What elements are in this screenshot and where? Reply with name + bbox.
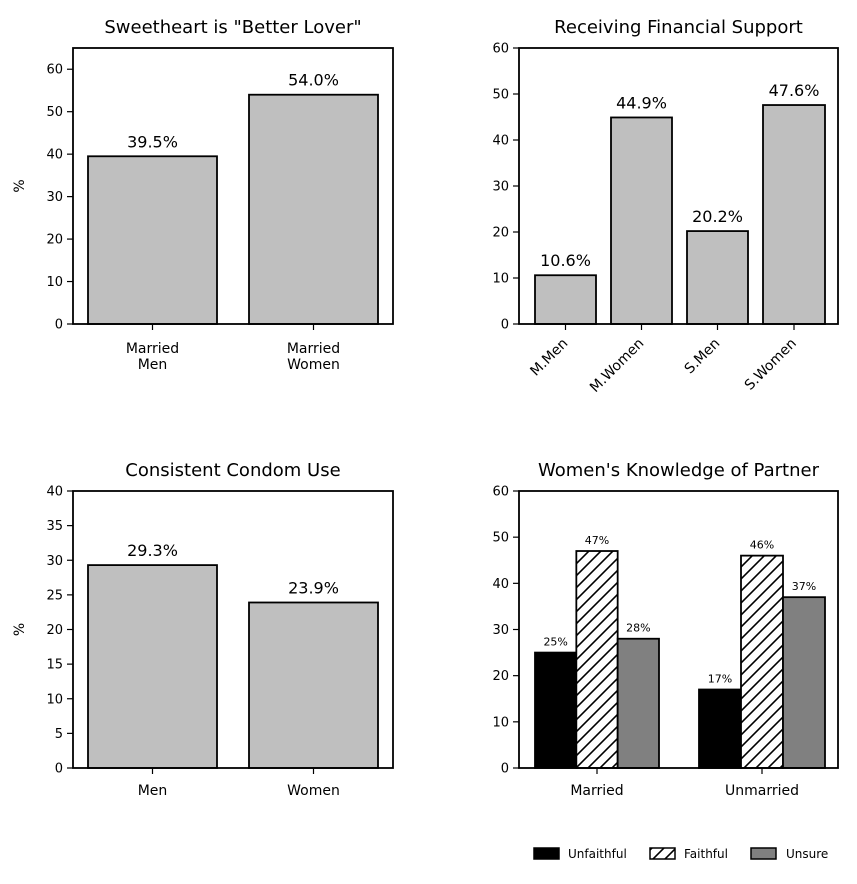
y-tick-label: 30 xyxy=(492,180,509,195)
chart-knowledge: Women's Knowledge of Partner 0 10 20 30 40 50 6… xyxy=(492,460,839,861)
y-tick-label: 60 xyxy=(46,63,63,78)
legend-swatch-faithful xyxy=(649,847,676,860)
x-tick-label: M.Women xyxy=(587,336,647,396)
y-tick-label: 20 xyxy=(46,233,63,248)
y-tick-label: 40 xyxy=(46,148,63,163)
x-tick-label: Women xyxy=(287,783,340,799)
x-tick-label: Married xyxy=(287,341,340,357)
bar-value-label: 10.6% xyxy=(540,251,591,270)
bar-value-label: 25% xyxy=(543,636,567,649)
y-tick-label: 20 xyxy=(46,623,63,638)
bar-faithful-married xyxy=(575,550,619,769)
chart-title: Women's Knowledge of Partner xyxy=(538,460,820,481)
bar-m-women xyxy=(610,116,673,325)
chart-title: Receiving Financial Support xyxy=(554,17,803,38)
legend-swatch-unsure xyxy=(750,847,777,860)
x-tick-label: S.Men xyxy=(682,336,724,378)
bar-unfaithful-unmarried xyxy=(698,688,742,769)
y-tick-label: 10 xyxy=(46,692,63,707)
y-tick-label: 30 xyxy=(46,190,63,205)
x-tick-label: Unmarried xyxy=(725,783,799,799)
y-tick-label: 10 xyxy=(46,275,63,290)
y-tick-label: 60 xyxy=(492,485,509,500)
plot-frame xyxy=(518,490,839,769)
bar-unsure-unmarried xyxy=(782,596,826,769)
chart-title: Consistent Condom Use xyxy=(125,460,340,481)
bar-value-label: 23.9% xyxy=(288,578,339,597)
bar-value-label: 47% xyxy=(585,534,609,547)
y-tick-label: 20 xyxy=(492,669,509,684)
bar-m-men xyxy=(534,274,597,325)
y-axis-label: % xyxy=(12,179,28,192)
y-tick-label: 30 xyxy=(492,623,509,638)
legend-label-faithful: Faithful xyxy=(684,847,728,861)
y-tick-label: 25 xyxy=(46,588,63,603)
x-tick-label: Married xyxy=(570,783,623,799)
x-tick-label: M.Men xyxy=(527,336,571,380)
y-tick-label: 0 xyxy=(55,762,63,777)
chart-condom: Consistent Condom Use 0 5 10 15 20 25 30 35 40% 29… xyxy=(12,460,394,799)
bar-married-men xyxy=(87,155,218,325)
x-tick-label: Men xyxy=(138,357,168,373)
bar-women xyxy=(248,601,379,769)
bar-faithful-unmarried xyxy=(740,554,784,769)
bar-s-women xyxy=(762,104,826,325)
y-tick-label: 20 xyxy=(492,226,509,241)
chart-lover: Sweetheart is "Better Lover" 0 10 20 30 40 50 6… xyxy=(12,17,394,373)
bar-value-label: 47.6% xyxy=(769,81,820,100)
bar-value-label: 28% xyxy=(626,622,650,635)
plot-frame xyxy=(72,47,394,325)
y-tick-label: 10 xyxy=(492,272,509,287)
bar-value-label: 17% xyxy=(708,673,732,686)
plot-frame xyxy=(518,47,839,325)
y-tick-label: 5 xyxy=(55,727,63,742)
bar-married-women xyxy=(248,93,379,325)
y-tick-label: 40 xyxy=(492,134,509,149)
y-tick-label: 0 xyxy=(501,762,509,777)
bar-value-label: 20.2% xyxy=(692,207,743,226)
y-tick-label: 40 xyxy=(46,485,63,500)
x-tick-label: S.Women xyxy=(742,336,800,394)
y-tick-label: 0 xyxy=(55,318,63,333)
bar-value-label: 44.9% xyxy=(616,93,667,112)
y-tick-label: 40 xyxy=(492,577,509,592)
bar-value-label: 37% xyxy=(792,580,816,593)
legend-swatch-unfaithful xyxy=(533,847,560,860)
bar-unfaithful-married xyxy=(534,651,578,769)
y-tick-label: 30 xyxy=(46,554,63,569)
y-tick-label: 50 xyxy=(46,105,63,120)
y-tick-label: 35 xyxy=(46,519,63,534)
bar-value-label: 39.5% xyxy=(127,132,178,151)
y-tick-label: 60 xyxy=(492,42,509,57)
y-tick-label: 0 xyxy=(501,318,509,333)
legend: Unfaithful Faithful Unsure xyxy=(533,847,828,861)
bar-unsure-married xyxy=(616,637,660,769)
y-axis-label: % xyxy=(12,623,28,636)
bar-s-men xyxy=(686,230,749,325)
chart-finance: Receiving Financial Support 0 10 20 30 40 50 60… xyxy=(492,17,839,396)
bar-men xyxy=(87,564,218,769)
legend-label-unsure: Unsure xyxy=(786,847,828,861)
y-tick-label: 15 xyxy=(46,658,63,673)
plot-frame xyxy=(72,490,394,769)
x-tick-label: Women xyxy=(287,357,340,373)
bar-value-label: 29.3% xyxy=(127,541,178,560)
legend-label-unfaithful: Unfaithful xyxy=(568,847,627,861)
bar-value-label: 54.0% xyxy=(288,71,339,90)
x-tick-label: Men xyxy=(138,783,168,799)
chart-title: Sweetheart is "Better Lover" xyxy=(104,17,361,38)
y-tick-label: 50 xyxy=(492,88,509,103)
x-tick-label: Married xyxy=(126,341,179,357)
y-tick-label: 10 xyxy=(492,715,509,730)
bar-value-label: 46% xyxy=(750,539,774,552)
y-tick-label: 50 xyxy=(492,531,509,546)
